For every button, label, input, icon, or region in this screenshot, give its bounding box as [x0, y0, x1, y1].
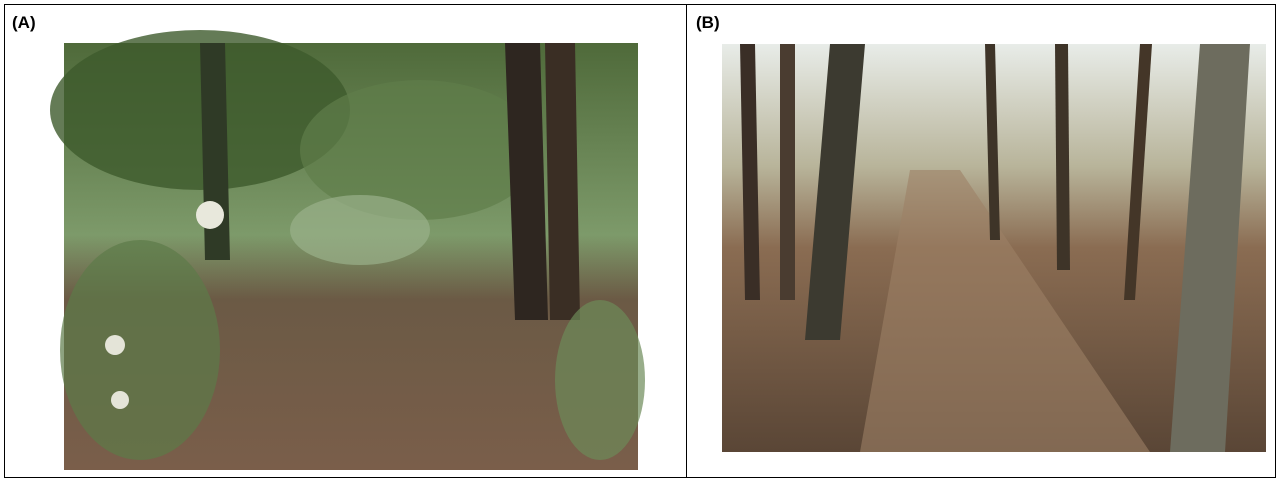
page: (A) (B) (() => { const data = JSON.parse… [0, 0, 1280, 480]
photo-a [50, 30, 645, 470]
figure: (A) (B) [0, 0, 1280, 480]
photo-b [722, 44, 1266, 452]
panel-label: (A) [12, 13, 36, 32]
panel-label: (B) [696, 13, 720, 32]
